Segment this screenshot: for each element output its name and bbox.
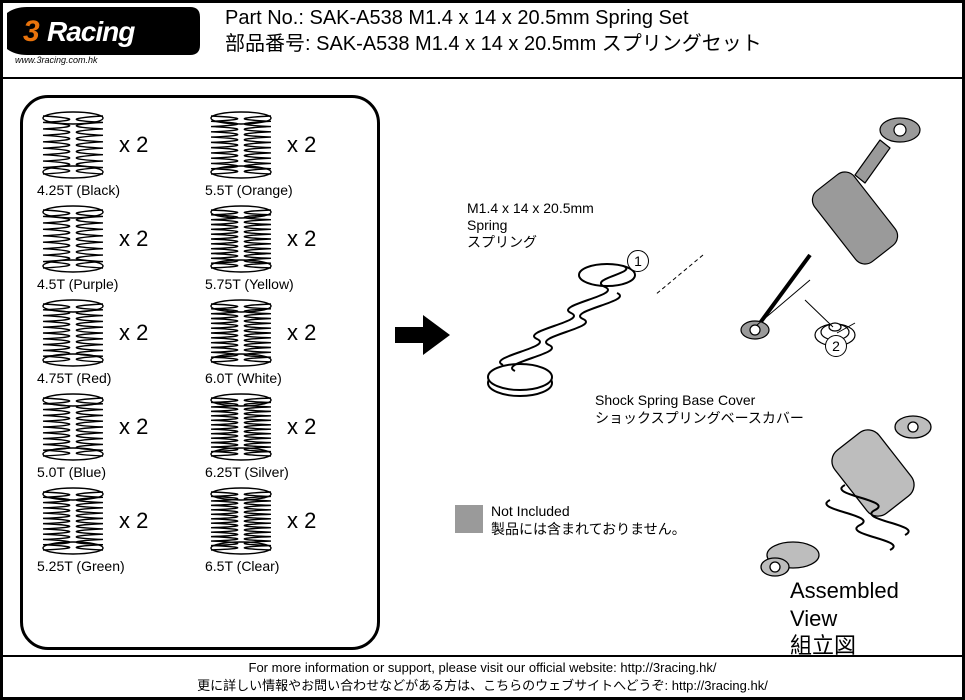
not-included-en: Not Included [491, 503, 686, 521]
exploded-spring-illustration [475, 255, 645, 405]
spring-item: x 2 6.5T (Clear) [205, 486, 363, 574]
spring-qty: x 2 [287, 508, 316, 534]
spring-icon [37, 392, 109, 462]
spring-item: x 2 4.25T (Black) [37, 110, 195, 198]
step-2-badge: 2 [825, 335, 847, 357]
spring-label: 5.75T (Yellow) [205, 276, 363, 292]
footer-jp: 更に詳しい情報やお問い合わせなどがある方は、こちらのウェブサイトへどうぞ: ht… [197, 675, 768, 694]
spring-icon [205, 486, 277, 556]
title-en: Part No.: SAK-A538 M1.4 x 14 x 20.5mm Sp… [225, 5, 960, 31]
spring-item: x 2 5.0T (Blue) [37, 392, 195, 480]
springs-grid: x 2 4.25T (Black) x 2 5.5T (Orange) x 2 … [37, 110, 363, 574]
logo-url-text: www.3racing.com.hk [15, 55, 98, 65]
arrow-icon [395, 315, 450, 355]
grey-swatch-icon [455, 505, 483, 533]
not-included-jp: 製品には含まれておりません。 [491, 521, 686, 539]
header: 3 Racing www.3racing.com.hk Part No.: SA… [5, 5, 960, 75]
main-area: x 2 4.25T (Black) x 2 5.5T (Orange) x 2 … [10, 85, 955, 652]
spring-item: x 2 6.25T (Silver) [205, 392, 363, 480]
spring-qty: x 2 [119, 414, 148, 440]
spring-icon [205, 110, 277, 180]
spring-callout-jp: スプリング [467, 234, 594, 251]
spring-callout-en1: M1.4 x 14 x 20.5mm [467, 200, 594, 217]
spring-icon [37, 204, 109, 274]
spring-qty: x 2 [119, 320, 148, 346]
logo-graphic: 3 Racing www.3racing.com.hk [5, 5, 205, 65]
spring-label: 4.5T (Purple) [37, 276, 195, 292]
spring-icon [37, 110, 109, 180]
spring-label: 4.25T (Black) [37, 182, 195, 198]
logo-main-text: Racing [47, 16, 135, 47]
parts-list-box: x 2 4.25T (Black) x 2 5.5T (Orange) x 2 … [20, 95, 380, 650]
spring-icon [37, 298, 109, 368]
spring-item: x 2 4.75T (Red) [37, 298, 195, 386]
spring-qty: x 2 [287, 132, 316, 158]
spring-label: 6.0T (White) [205, 370, 363, 386]
logo: 3 Racing www.3racing.com.hk [5, 5, 210, 65]
spring-qty: x 2 [119, 132, 148, 158]
damper-assembled-illustration [735, 405, 945, 585]
spring-icon [205, 298, 277, 368]
not-included-note: Not Included 製品には含まれておりません。 [455, 503, 686, 538]
spring-item: x 2 5.25T (Green) [37, 486, 195, 574]
spring-qty: x 2 [119, 226, 148, 252]
assembled-en: Assembled View [790, 577, 950, 632]
spring-label: 5.5T (Orange) [205, 182, 363, 198]
spring-icon [205, 392, 277, 462]
spring-qty: x 2 [119, 508, 148, 534]
spring-callout-en2: Spring [467, 217, 594, 234]
spring-label: 6.5T (Clear) [205, 558, 363, 574]
spring-item: x 2 6.0T (White) [205, 298, 363, 386]
step-1-badge: 1 [627, 250, 649, 272]
header-divider [3, 77, 962, 79]
spring-item: x 2 5.5T (Orange) [205, 110, 363, 198]
spring-label: 5.0T (Blue) [37, 464, 195, 480]
title-jp: 部品番号: SAK-A538 M1.4 x 14 x 20.5mm スプリングセ… [225, 31, 960, 57]
spring-label: 6.25T (Silver) [205, 464, 363, 480]
damper-open-illustration [655, 105, 945, 385]
spring-qty: x 2 [287, 320, 316, 346]
assembled-view-label: Assembled View 組立図 [790, 577, 950, 660]
spring-qty: x 2 [287, 226, 316, 252]
spring-label: 4.75T (Red) [37, 370, 195, 386]
assembly-diagram: M1.4 x 14 x 20.5mm Spring スプリング 1 2 Shoc… [455, 105, 950, 647]
logo-prefix-text: 3 [23, 15, 40, 48]
title-block: Part No.: SAK-A538 M1.4 x 14 x 20.5mm Sp… [210, 5, 960, 75]
footer-en: For more information or support, please … [249, 660, 717, 675]
spring-label: 5.25T (Green) [37, 558, 195, 574]
spring-qty: x 2 [287, 414, 316, 440]
spring-item: x 2 5.75T (Yellow) [205, 204, 363, 292]
spring-item: x 2 4.5T (Purple) [37, 204, 195, 292]
footer: For more information or support, please … [3, 655, 962, 697]
spring-icon [37, 486, 109, 556]
spring-icon [205, 204, 277, 274]
spring-callout-label: M1.4 x 14 x 20.5mm Spring スプリング [467, 200, 594, 250]
